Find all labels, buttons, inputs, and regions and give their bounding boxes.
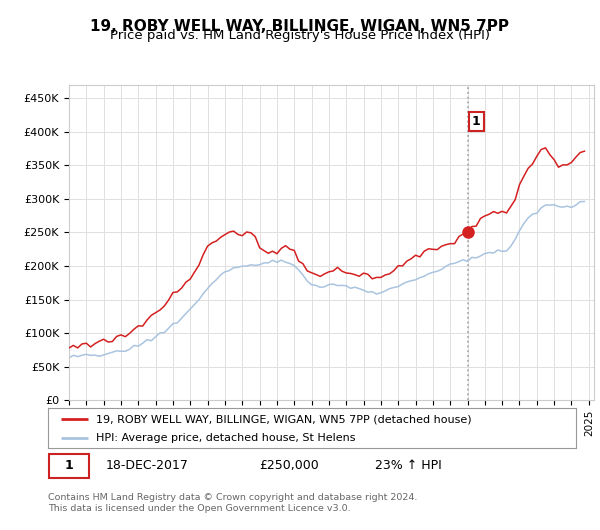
Text: £250,000: £250,000: [259, 460, 319, 472]
Text: Contains HM Land Registry data © Crown copyright and database right 2024.: Contains HM Land Registry data © Crown c…: [48, 493, 418, 501]
Text: Price paid vs. HM Land Registry's House Price Index (HPI): Price paid vs. HM Land Registry's House …: [110, 29, 490, 42]
Text: HPI: Average price, detached house, St Helens: HPI: Average price, detached house, St H…: [95, 433, 355, 443]
Text: 1: 1: [64, 460, 73, 472]
Text: 1: 1: [472, 115, 481, 128]
Text: 19, ROBY WELL WAY, BILLINGE, WIGAN, WN5 7PP (detached house): 19, ROBY WELL WAY, BILLINGE, WIGAN, WN5 …: [95, 414, 471, 424]
Text: 23% ↑ HPI: 23% ↑ HPI: [376, 460, 442, 472]
Text: 18-DEC-2017: 18-DEC-2017: [106, 460, 189, 472]
Text: This data is licensed under the Open Government Licence v3.0.: This data is licensed under the Open Gov…: [48, 505, 350, 513]
Text: 19, ROBY WELL WAY, BILLINGE, WIGAN, WN5 7PP: 19, ROBY WELL WAY, BILLINGE, WIGAN, WN5 …: [91, 19, 509, 33]
FancyBboxPatch shape: [49, 454, 89, 478]
